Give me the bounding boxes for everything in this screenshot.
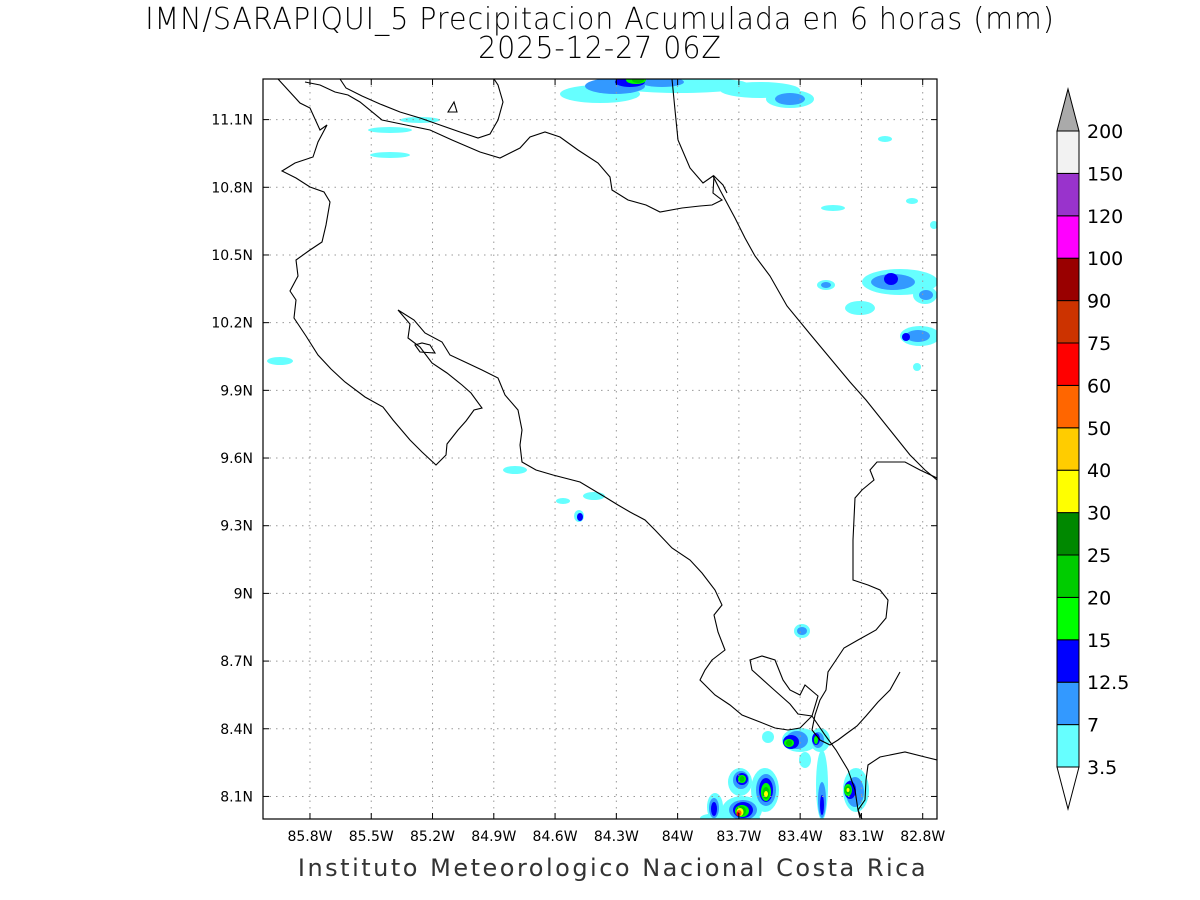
map-title: IMN/SARAPIQUI_5 Precipitacion Acumulada … <box>145 2 1055 37</box>
map-frame <box>262 78 938 820</box>
colorbar-label: 30 <box>1087 503 1111 525</box>
colorbar-label: 75 <box>1087 333 1111 355</box>
x-tick-label: 83.7W <box>716 829 761 845</box>
x-tick-label: 82.8W <box>900 829 945 845</box>
colorbar-bin <box>1056 639 1080 683</box>
colorbar-label: 100 <box>1087 248 1123 270</box>
colorbar-bin <box>1056 469 1080 514</box>
colorbar-bin <box>1056 512 1080 556</box>
colorbar-bin <box>1056 766 1080 811</box>
colorbar-bin <box>1056 257 1080 302</box>
x-tick-label: 85.5W <box>349 829 394 845</box>
precip-band-3p5 <box>267 79 937 819</box>
y-tick-label: 9N <box>234 586 253 602</box>
x-tick-label: 84.3W <box>594 829 639 845</box>
colorbar-label: 40 <box>1087 460 1111 482</box>
colorbar-label: 25 <box>1087 545 1111 567</box>
colorbar-bin <box>1056 554 1080 598</box>
colorbar-label: 90 <box>1087 291 1111 313</box>
coastline-borders <box>277 79 937 819</box>
axis-ticks <box>263 79 937 819</box>
colorbar-bin <box>1056 130 1080 174</box>
x-tick-label: 84.6W <box>533 829 578 845</box>
colorbar-label: 50 <box>1087 418 1111 440</box>
colorbar-bin <box>1056 300 1080 344</box>
colorbar-label: 7 <box>1087 715 1099 737</box>
map-valid-time: 2025-12-27 06Z <box>478 31 722 66</box>
x-axis-labels: 85.8W 85.5W 85.2W 84.9W 84.6W 84.3W 84W 83.7W 83… <box>287 829 945 845</box>
colorbar-legend: 3.5 7 12.5 15 20 25 30 40 50 60 75 90 100 120 150 200 <box>1056 87 1129 811</box>
colorbar-bin <box>1056 724 1080 768</box>
colorbar-bin <box>1056 681 1080 726</box>
precip-band-12p5 <box>577 79 910 818</box>
y-axis-labels: 11.1N 10.8N 10.5N 10.2N 9.9N 9.6N 9.3N 9N 8.7N 8.… <box>211 113 253 806</box>
colorbar-bin <box>1056 215 1080 259</box>
colorbar-label: 20 <box>1087 587 1111 609</box>
colorbar-label: 200 <box>1087 121 1123 143</box>
colorbar-bin <box>1056 172 1080 217</box>
y-tick-label: 10.5N <box>211 248 253 264</box>
x-tick-label: 85.8W <box>287 829 332 845</box>
colorbar-bin <box>1056 87 1080 132</box>
x-tick-label: 84.9W <box>471 829 516 845</box>
colorbar-label: 120 <box>1087 206 1123 228</box>
y-tick-label: 9.3N <box>220 519 253 535</box>
colorbar-bin <box>1056 342 1080 386</box>
x-tick-label: 83.4W <box>778 829 823 845</box>
precipitation-layer <box>267 79 937 819</box>
y-tick-label: 8.7N <box>220 654 253 670</box>
y-tick-label: 10.2N <box>211 316 253 332</box>
y-tick-label: 8.1N <box>220 789 253 805</box>
y-tick-label: 9.9N <box>220 383 253 399</box>
precip-band-7 <box>585 79 933 819</box>
colorbar-bin <box>1056 384 1080 429</box>
y-tick-label: 10.8N <box>211 180 253 196</box>
colorbar-label: 12.5 <box>1087 672 1129 694</box>
y-tick-label: 11.1N <box>211 113 253 129</box>
x-tick-label: 84W <box>662 829 694 845</box>
x-tick-label: 83.1W <box>839 829 884 845</box>
colorbar-label: 15 <box>1087 630 1111 652</box>
lat-lon-grid <box>263 79 937 819</box>
x-tick-label: 85.2W <box>410 829 455 845</box>
y-tick-label: 8.4N <box>220 722 253 738</box>
colorbar-label: 60 <box>1087 375 1111 397</box>
y-tick-label: 9.6N <box>220 451 253 467</box>
footer-credit: Instituto Meteorologico Nacional Costa R… <box>297 854 929 882</box>
colorbar-bin <box>1056 596 1080 641</box>
colorbar-label: 150 <box>1087 163 1123 185</box>
colorbar-label: 3.5 <box>1087 757 1117 779</box>
colorbar-bin <box>1056 427 1080 471</box>
